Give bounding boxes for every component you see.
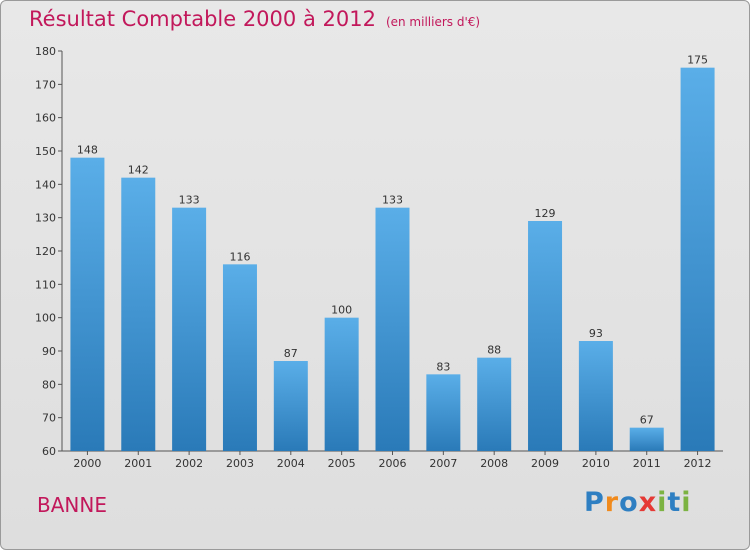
proxiti-logo[interactable]: Proxiti xyxy=(584,487,692,518)
value-label-2005: 100 xyxy=(331,304,352,317)
x-tick-label-2011: 2011 xyxy=(633,457,661,470)
x-tick-label-2000: 2000 xyxy=(73,457,101,470)
value-label-2006: 133 xyxy=(382,194,403,207)
logo-letter: x xyxy=(638,487,658,518)
bar-2008 xyxy=(477,357,512,451)
x-tick-label-2005: 2005 xyxy=(328,457,356,470)
x-tick-label-2002: 2002 xyxy=(175,457,203,470)
bar-2009 xyxy=(528,221,563,451)
bar-2002 xyxy=(172,207,207,451)
y-tick-label: 80 xyxy=(42,378,56,391)
y-tick-label: 150 xyxy=(35,145,56,158)
bar-2010 xyxy=(578,341,613,451)
x-tick-label-2003: 2003 xyxy=(226,457,254,470)
bar-2012 xyxy=(680,67,715,452)
value-label-2002: 133 xyxy=(179,194,200,207)
value-label-2000: 148 xyxy=(77,144,98,157)
value-label-2007: 83 xyxy=(436,360,450,373)
y-tick-label: 60 xyxy=(42,445,56,458)
x-tick-label-2001: 2001 xyxy=(124,457,152,470)
bar-2001 xyxy=(121,177,156,451)
value-label-2012: 175 xyxy=(687,54,708,67)
bar-2005 xyxy=(324,317,359,451)
value-label-2003: 116 xyxy=(229,250,250,263)
x-tick-label-2006: 2006 xyxy=(379,457,407,470)
y-tick-label: 100 xyxy=(35,312,56,325)
bar-2011 xyxy=(629,427,664,451)
chart-title: Résultat Comptable 2000 à 2012 (en millie… xyxy=(29,7,480,31)
chart-subtitle: (en milliers d'€) xyxy=(385,15,481,29)
y-tick-label: 120 xyxy=(35,245,56,258)
y-tick-label: 90 xyxy=(42,345,56,358)
value-label-2004: 87 xyxy=(284,347,298,360)
y-tick-label: 170 xyxy=(35,78,56,91)
value-label-2001: 142 xyxy=(128,164,149,177)
x-tick-label-2007: 2007 xyxy=(429,457,457,470)
bar-2003 xyxy=(222,264,257,451)
chart-title-text: Résultat Comptable 2000 à 2012 xyxy=(29,7,376,31)
chart-bars xyxy=(70,67,715,452)
logo-letter: i xyxy=(681,487,692,518)
x-tick-label-2008: 2008 xyxy=(480,457,508,470)
bar-2007 xyxy=(426,374,461,451)
y-tick-label: 110 xyxy=(35,278,56,291)
logo-letter: t xyxy=(667,487,682,518)
value-label-2009: 129 xyxy=(535,207,556,220)
value-label-2011: 67 xyxy=(640,414,654,427)
x-tick-label-2009: 2009 xyxy=(531,457,559,470)
x-tick-label-2004: 2004 xyxy=(277,457,305,470)
logo-letter: i xyxy=(657,487,668,518)
chart-axes: 60 70 80 90 100 110 120 130 140 150 160 170 180 2000 2… xyxy=(35,45,723,470)
place-name: BANNE xyxy=(37,493,107,517)
y-tick-label: 140 xyxy=(35,178,56,191)
logo-letter: r xyxy=(604,487,620,518)
logo-letter: P xyxy=(584,487,605,518)
bar-2000 xyxy=(70,157,105,451)
logo-letter: o xyxy=(619,487,639,518)
bar-2004 xyxy=(273,361,308,451)
chart-value-labels: 148 142 133 116 87 100 133 83 88 129 93 67 175 xyxy=(77,54,708,427)
y-tick-label: 70 xyxy=(42,412,56,425)
value-label-2008: 88 xyxy=(487,344,501,357)
y-tick-label: 130 xyxy=(35,212,56,225)
y-tick-label: 180 xyxy=(35,45,56,58)
value-label-2010: 93 xyxy=(589,327,603,340)
bar-2006 xyxy=(375,207,410,451)
x-tick-label-2010: 2010 xyxy=(582,457,610,470)
x-tick-label-2012: 2012 xyxy=(684,457,712,470)
y-tick-label: 160 xyxy=(35,112,56,125)
